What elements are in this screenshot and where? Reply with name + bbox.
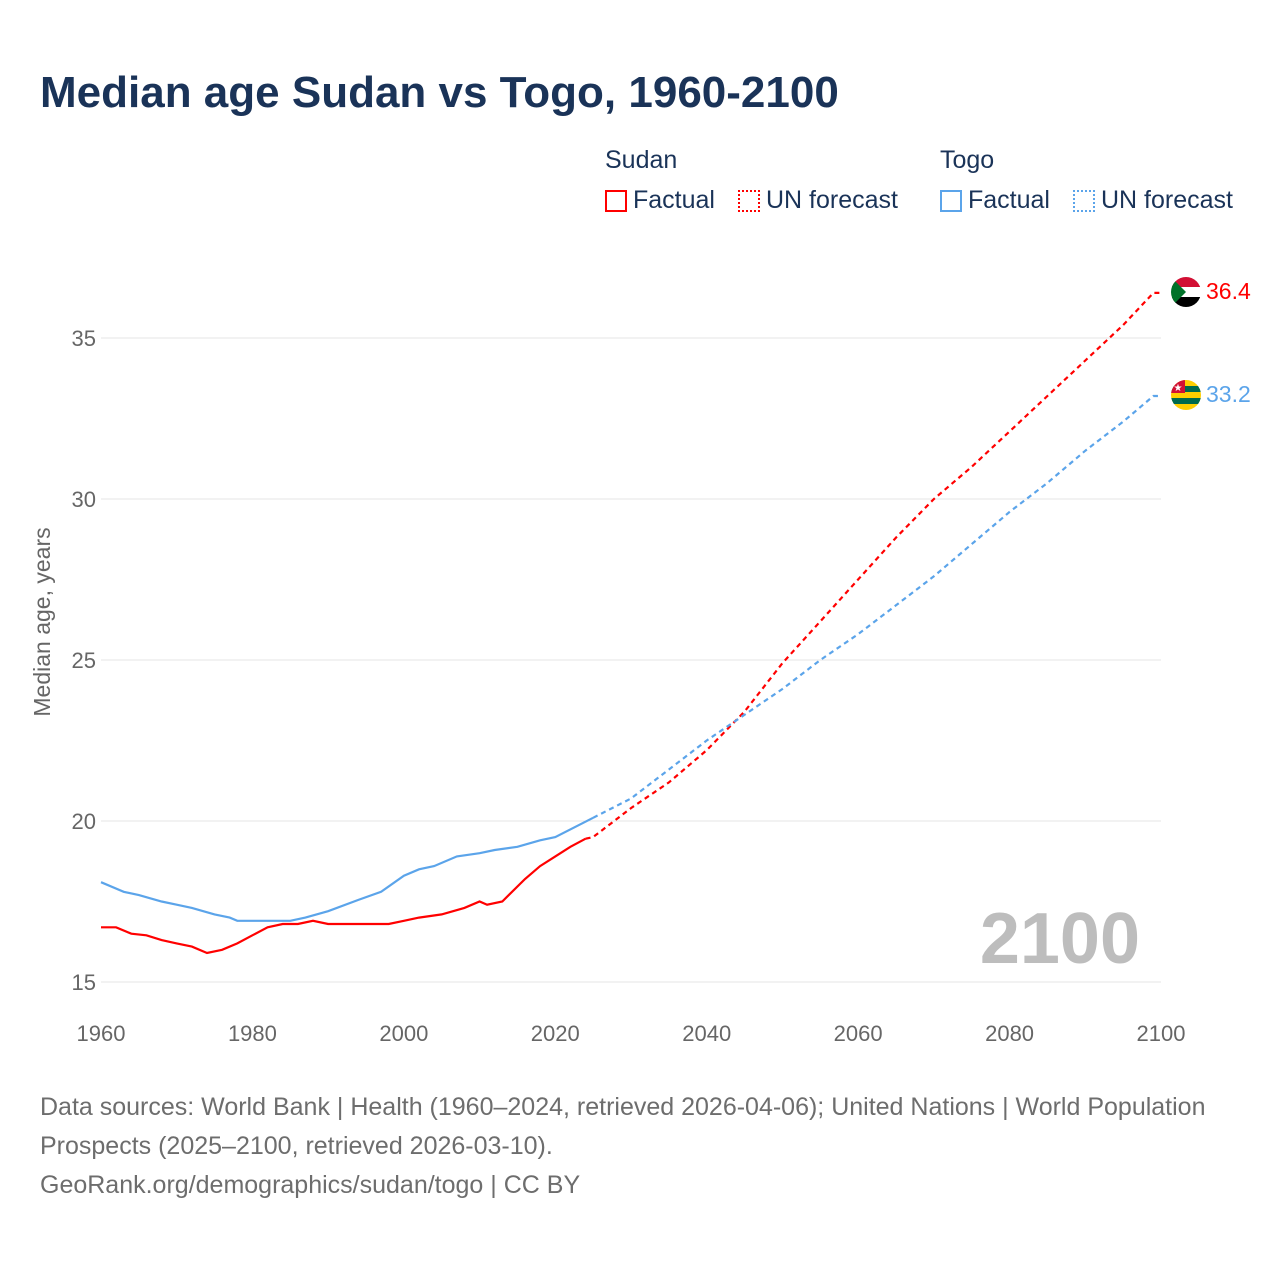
- x-tick-label: 1960: [77, 1021, 126, 1046]
- legend-togo-factual[interactable]: Factual: [940, 186, 1050, 215]
- legend-label: Factual: [633, 186, 715, 214]
- swatch-solid-icon: [605, 189, 627, 212]
- x-tick-label: 1980: [228, 1021, 277, 1046]
- legend-label: UN forecast: [1101, 186, 1233, 214]
- x-tick-label: 2000: [379, 1021, 428, 1046]
- legend-sudan-factual[interactable]: Factual: [605, 186, 715, 215]
- svg-text:★: ★: [1174, 383, 1183, 394]
- swatch-dotted-icon: [738, 189, 760, 212]
- y-tick-label: 35: [72, 326, 96, 351]
- y-tick-label: 20: [72, 809, 96, 834]
- sudan-end-label: 36.4: [1206, 278, 1251, 304]
- y-tick-label: 30: [72, 487, 96, 512]
- y-axis-label: Median age, years: [29, 527, 55, 716]
- swatch-dotted-icon: [1073, 189, 1095, 212]
- legend-sudan-forecast[interactable]: UN forecast: [738, 186, 898, 215]
- togo-end-label: 33.2: [1206, 381, 1251, 407]
- legend-togo-forecast[interactable]: UN forecast: [1073, 186, 1233, 215]
- x-tick-label: 2060: [834, 1021, 883, 1046]
- togo-factual-line: [100, 816, 594, 922]
- togo-flag-icon: ★: [1171, 380, 1201, 410]
- togo-forecast-line: [592, 394, 1161, 819]
- sudan-factual-line: [101, 837, 587, 955]
- data-sources: Data sources: World Bank | Health (1960–…: [40, 1093, 1206, 1160]
- y-tick-label: 15: [72, 970, 96, 995]
- legend-label: Factual: [968, 186, 1050, 214]
- chart-title: Median age Sudan vs Togo, 1960-2100: [40, 68, 839, 117]
- sudan-flag-icon: [1171, 277, 1201, 307]
- legend-group-togo: Togo: [940, 146, 995, 174]
- swatch-solid-icon: [940, 189, 962, 212]
- source-link[interactable]: GeoRank.org/demographics/sudan/togo | CC…: [40, 1171, 581, 1199]
- x-tick-label: 2020: [531, 1021, 580, 1046]
- footer: Data sources: World Bank | Health (1960–…: [40, 1088, 1240, 1205]
- x-tick-label: 2040: [682, 1021, 731, 1046]
- x-tick-label: 2100: [1137, 1021, 1186, 1046]
- legend-group-sudan: Sudan: [605, 146, 678, 174]
- year-watermark: 2100: [980, 899, 1140, 979]
- legend-label: UN forecast: [766, 186, 898, 214]
- y-tick-label: 25: [72, 648, 96, 673]
- x-tick-label: 2080: [985, 1021, 1034, 1046]
- sudan-forecast-line: [585, 291, 1161, 840]
